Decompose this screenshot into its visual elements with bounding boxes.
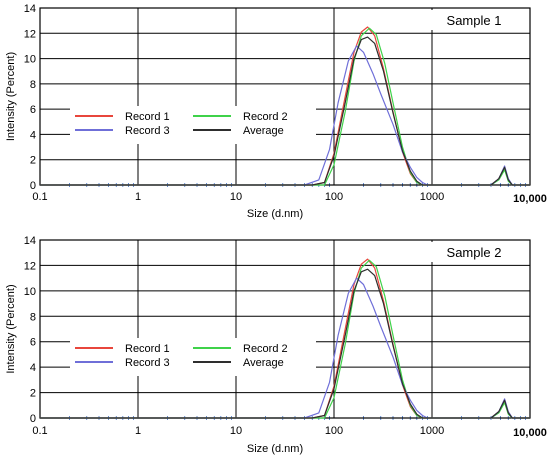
legend-label-record-3: Record 3 xyxy=(125,125,170,137)
series-line-average xyxy=(40,268,530,419)
x-tick-label: 0.1 xyxy=(32,425,47,437)
y-tick-label: 10 xyxy=(24,286,36,298)
y-tick-label: 6 xyxy=(30,104,36,116)
plot-area xyxy=(40,8,530,185)
y-tick-label: 4 xyxy=(30,129,36,141)
y-tick-label: 4 xyxy=(30,362,36,374)
plot-area xyxy=(40,240,530,418)
series-line-average xyxy=(40,36,530,186)
y-axis-label: Intensity (Percent) xyxy=(5,52,17,141)
legend-label-record-2: Record 2 xyxy=(243,111,288,123)
x-tick-label: 1000 xyxy=(420,425,444,437)
y-tick-label: 0 xyxy=(30,413,36,425)
chart-sample-1: 0 2 4 6 8 10 12 14 0.1 1 10 100 1000 10,000 Size (d.nm… xyxy=(5,3,547,220)
y-tick-label: 14 xyxy=(24,3,36,15)
chart-title: Sample 1 xyxy=(447,13,502,28)
series-line-record-2 xyxy=(40,27,530,186)
y-tick-label: 8 xyxy=(30,79,36,91)
y-tick-label: 10 xyxy=(24,54,36,66)
x-tick-label: 1 xyxy=(135,425,141,437)
y-axis-label: Intensity (Percent) xyxy=(5,284,17,373)
legend-label-record-3: Record 3 xyxy=(125,357,170,369)
x-tick-label: 1000 xyxy=(420,191,444,203)
y-tick-label: 2 xyxy=(30,155,36,167)
x-tick-label: 0.1 xyxy=(32,191,47,203)
legend-label-record-1: Record 1 xyxy=(125,343,170,355)
series-line-record-2 xyxy=(40,259,530,419)
x-tick-label: 10,000 xyxy=(513,193,547,205)
y-tick-label: 0 xyxy=(30,180,36,192)
y-tick-label: 12 xyxy=(24,28,36,40)
legend-label-record-2: Record 2 xyxy=(243,343,288,355)
x-tick-label: 100 xyxy=(325,191,343,203)
x-tick-label: 10 xyxy=(230,425,242,437)
x-tick-label: 1 xyxy=(135,191,141,203)
x-axis-label: Size (d.nm) xyxy=(247,208,303,220)
x-tick-label: 100 xyxy=(325,425,343,437)
legend-label-record-1: Record 1 xyxy=(125,111,170,123)
legend-box xyxy=(70,338,316,376)
legend-label-average: Average xyxy=(243,125,284,137)
chart-sample-2: 0 2 4 6 8 10 12 14 0.1 1 10 100 1000 10,000 Size (d.nm… xyxy=(5,235,547,455)
y-tick-label: 12 xyxy=(24,260,36,272)
legend-box xyxy=(70,106,316,144)
x-tick-label: 10 xyxy=(230,191,242,203)
y-tick-label: 14 xyxy=(24,235,36,247)
title-box xyxy=(424,10,524,30)
y-tick-label: 8 xyxy=(30,311,36,323)
legend-label-average: Average xyxy=(243,357,284,369)
x-tick-label: 10,000 xyxy=(513,427,547,439)
y-tick-label: 2 xyxy=(30,388,36,400)
y-tick-label: 6 xyxy=(30,337,36,349)
title-box xyxy=(424,242,524,262)
chart-title: Sample 2 xyxy=(447,245,502,260)
x-axis-label: Size (d.nm) xyxy=(247,443,303,455)
